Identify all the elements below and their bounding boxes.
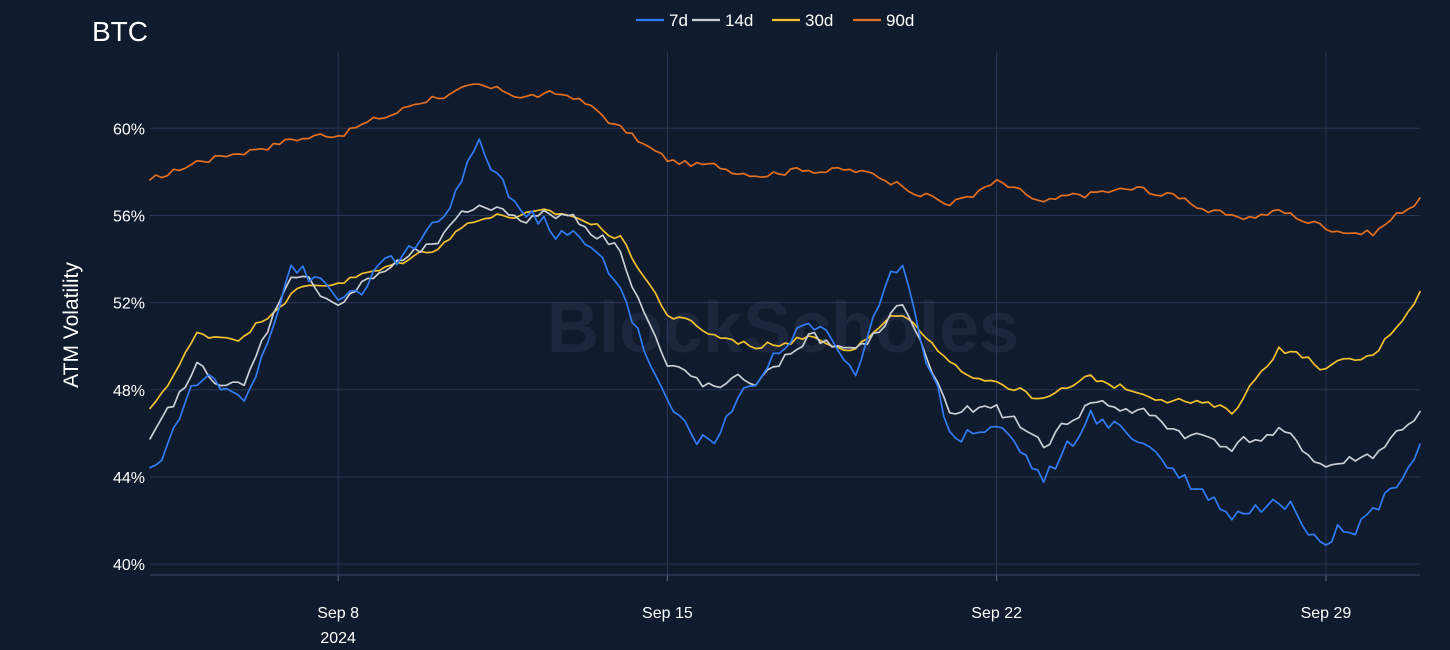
x-tick-sublabel: 2024: [320, 630, 356, 647]
y-tick-label: 48%: [113, 383, 145, 400]
y-axis-ticks: 40% 44% 48% 52% 56% 60%: [113, 121, 145, 574]
series-layer: [149, 83, 1421, 546]
legend-label: 14d: [725, 11, 753, 30]
legend-item-7d[interactable]: 7d: [636, 11, 688, 30]
x-tick-label: Sep 15: [642, 605, 693, 622]
x-tick-label: Sep 22: [971, 605, 1022, 622]
legend-item-14d[interactable]: 14d: [692, 11, 753, 30]
series-line-90d: [149, 83, 1421, 237]
legend-label: 7d: [669, 11, 688, 30]
legend: 7d 14d 30d 90d: [636, 11, 914, 30]
y-tick-label: 52%: [113, 296, 145, 313]
watermark-logo: BlockScholes: [547, 288, 1019, 368]
grid-layer: [150, 52, 1420, 581]
x-tick-label: Sep 8: [317, 605, 359, 622]
legend-item-30d[interactable]: 30d: [772, 11, 833, 30]
series-line-30d: [149, 208, 1421, 415]
series-line-7d: [149, 138, 1421, 546]
legend-item-90d[interactable]: 90d: [853, 11, 914, 30]
y-tick-label: 56%: [113, 208, 145, 225]
y-tick-label: 40%: [113, 557, 145, 574]
y-tick-label: 44%: [113, 470, 145, 487]
legend-label: 90d: [886, 11, 914, 30]
y-tick-label: 60%: [113, 121, 145, 138]
series-line-14d: [149, 204, 1421, 468]
x-axis-ticks: Sep 8 2024 Sep 15 Sep 22 Sep 29: [317, 605, 1351, 647]
y-axis-title: ATM Volatility: [60, 262, 83, 388]
legend-label: 30d: [805, 11, 833, 30]
x-tick-label: Sep 29: [1301, 605, 1352, 622]
chart-title: BTC: [92, 16, 148, 47]
